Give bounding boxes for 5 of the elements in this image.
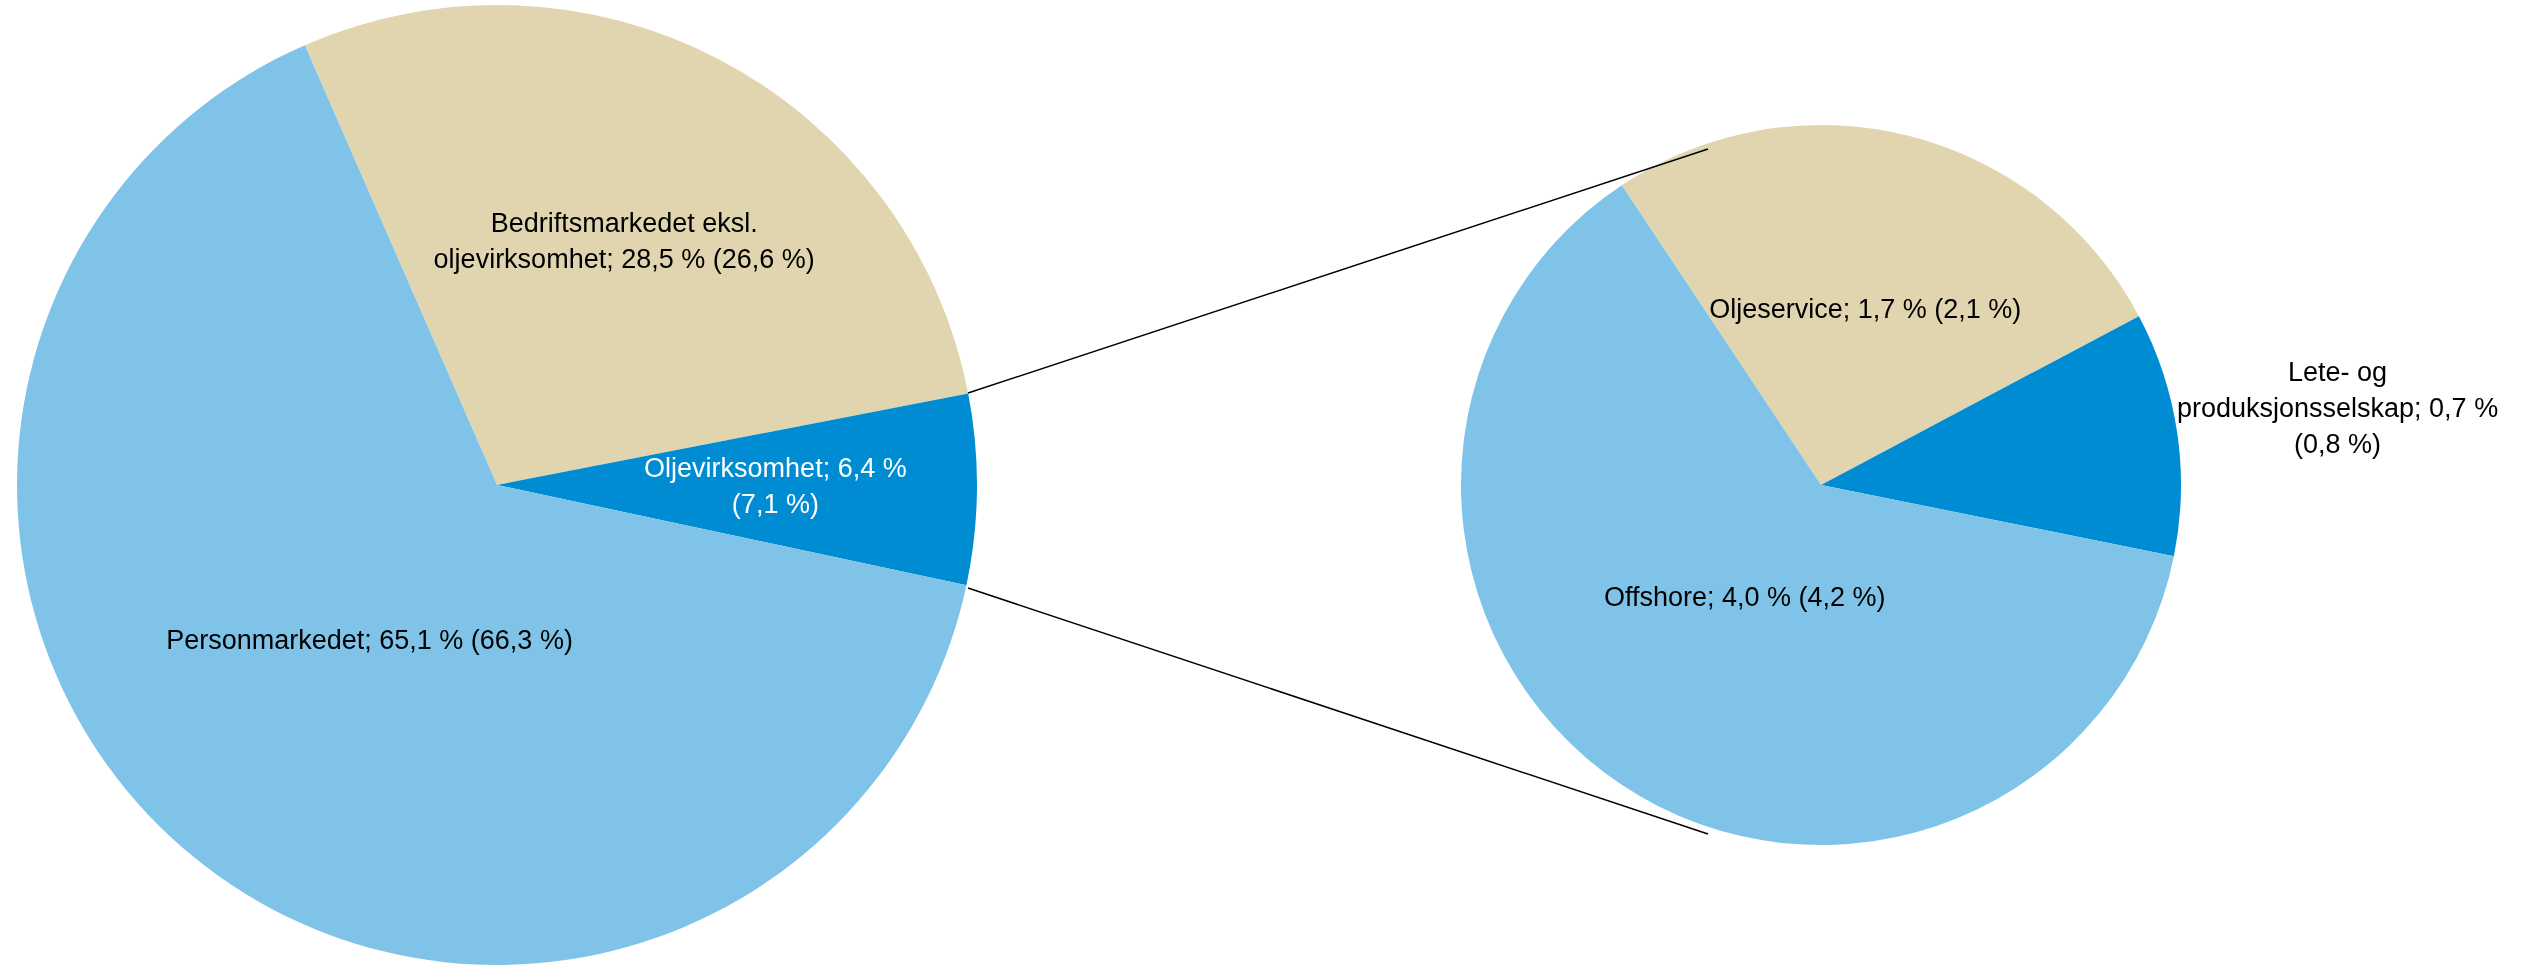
slice-label: Oljevirksomhet; 6,4 % (7,1 %) <box>644 452 907 519</box>
slice-label: Personmarkedet; 65,1 % (66,3 %) <box>166 624 573 655</box>
slice-label: Bedriftsmarkedet eksl. oljevirksomhet; 28,5 % (26,6 %) <box>433 208 815 275</box>
slice-label: Lete- og produksjonsselskap; 0,7 % (0,8 %) <box>2176 357 2499 460</box>
slice-label: Oljeservice; 1,7 % (2,1 %) <box>1709 293 2022 324</box>
